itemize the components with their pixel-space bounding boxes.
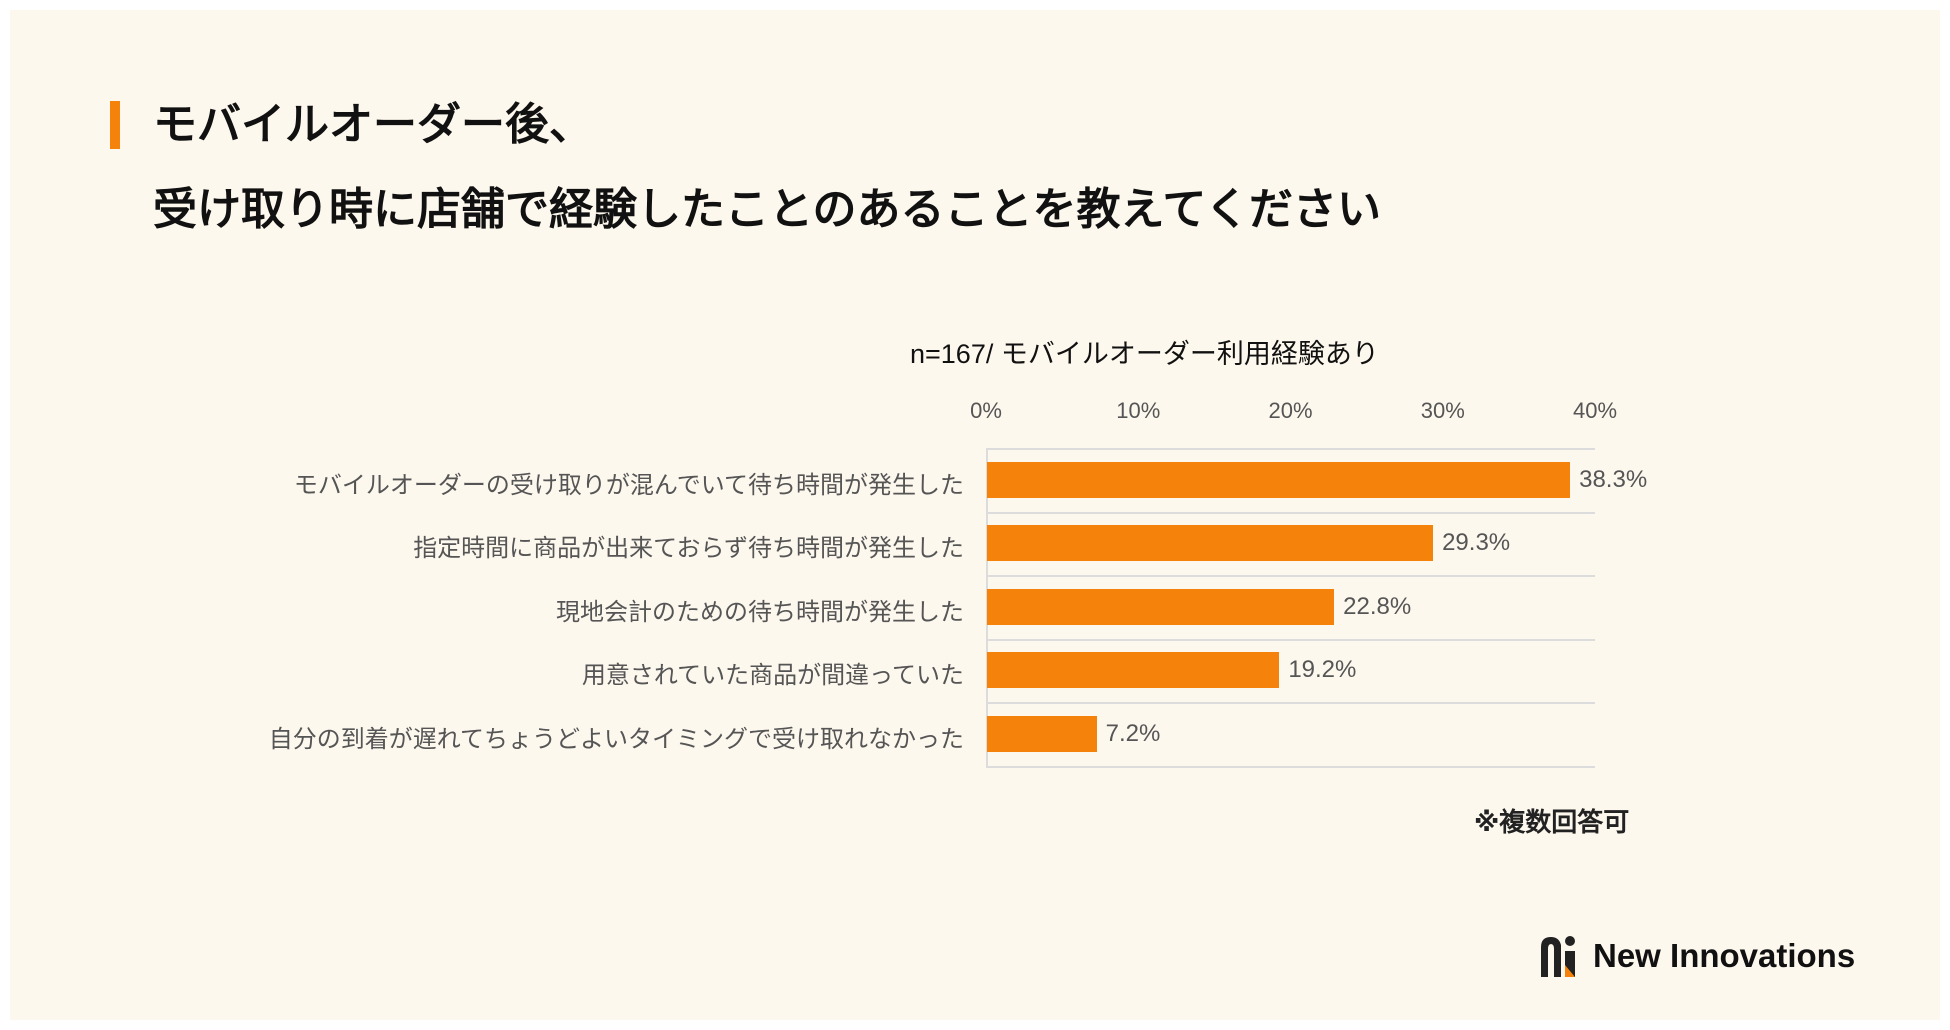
category-label: モバイルオーダーの受け取りが混んでいて待ち時間が発生した	[293, 471, 964, 499]
category-label: 現地会計のための待ち時間が発生した	[556, 598, 964, 626]
gridline	[986, 448, 1595, 450]
data-label: 38.3%	[1579, 465, 1648, 493]
bar	[987, 461, 1571, 498]
multiple-answer-note: ※複数回答可	[1474, 807, 1630, 837]
data-label: 29.3%	[1442, 529, 1511, 557]
bar	[987, 588, 1335, 625]
gridline	[986, 638, 1595, 641]
page-title-line2: 受け取り時に店舗で経験したことのあることを教えてください	[153, 185, 1382, 234]
bar	[987, 715, 1097, 752]
x-tick-label: 0%	[970, 398, 1002, 423]
category-label: 用意されていた商品が間違っていた	[581, 662, 964, 690]
gridline	[986, 765, 1595, 768]
chart-subtitle: n=167/ モバイルオーダー利用経験あり	[910, 339, 1379, 369]
title-accent-bar	[110, 101, 120, 149]
gridline	[986, 575, 1595, 577]
x-tick-label: 10%	[1116, 398, 1161, 423]
x-tick-label: 20%	[1268, 398, 1313, 423]
brand-name: New Innovations	[1593, 937, 1856, 974]
bar	[987, 525, 1434, 562]
new-innovations-logo-icon	[1541, 936, 1575, 977]
data-label: 7.2%	[1105, 719, 1161, 747]
data-label: 22.8%	[1343, 592, 1412, 620]
page-title-line1: モバイルオーダー後、	[153, 100, 593, 149]
x-tick-label: 30%	[1420, 398, 1465, 423]
slide-card: モバイルオーダー後、 受け取り時に店舗で経験したことのあることを教えてください	[10, 10, 1940, 1020]
category-label: 自分の到着が遅れてちょうどよいタイミングで受け取れなかった	[268, 725, 964, 753]
gridline	[986, 511, 1595, 514]
x-tick-label: 40%	[1572, 398, 1618, 423]
brand-logo: New Innovations	[1539, 935, 1855, 977]
data-label: 19.2%	[1288, 656, 1357, 684]
category-label: 指定時間に商品が出来ておらず待ち時間が発生した	[413, 535, 964, 563]
bar	[987, 652, 1280, 689]
gridline	[986, 702, 1595, 704]
